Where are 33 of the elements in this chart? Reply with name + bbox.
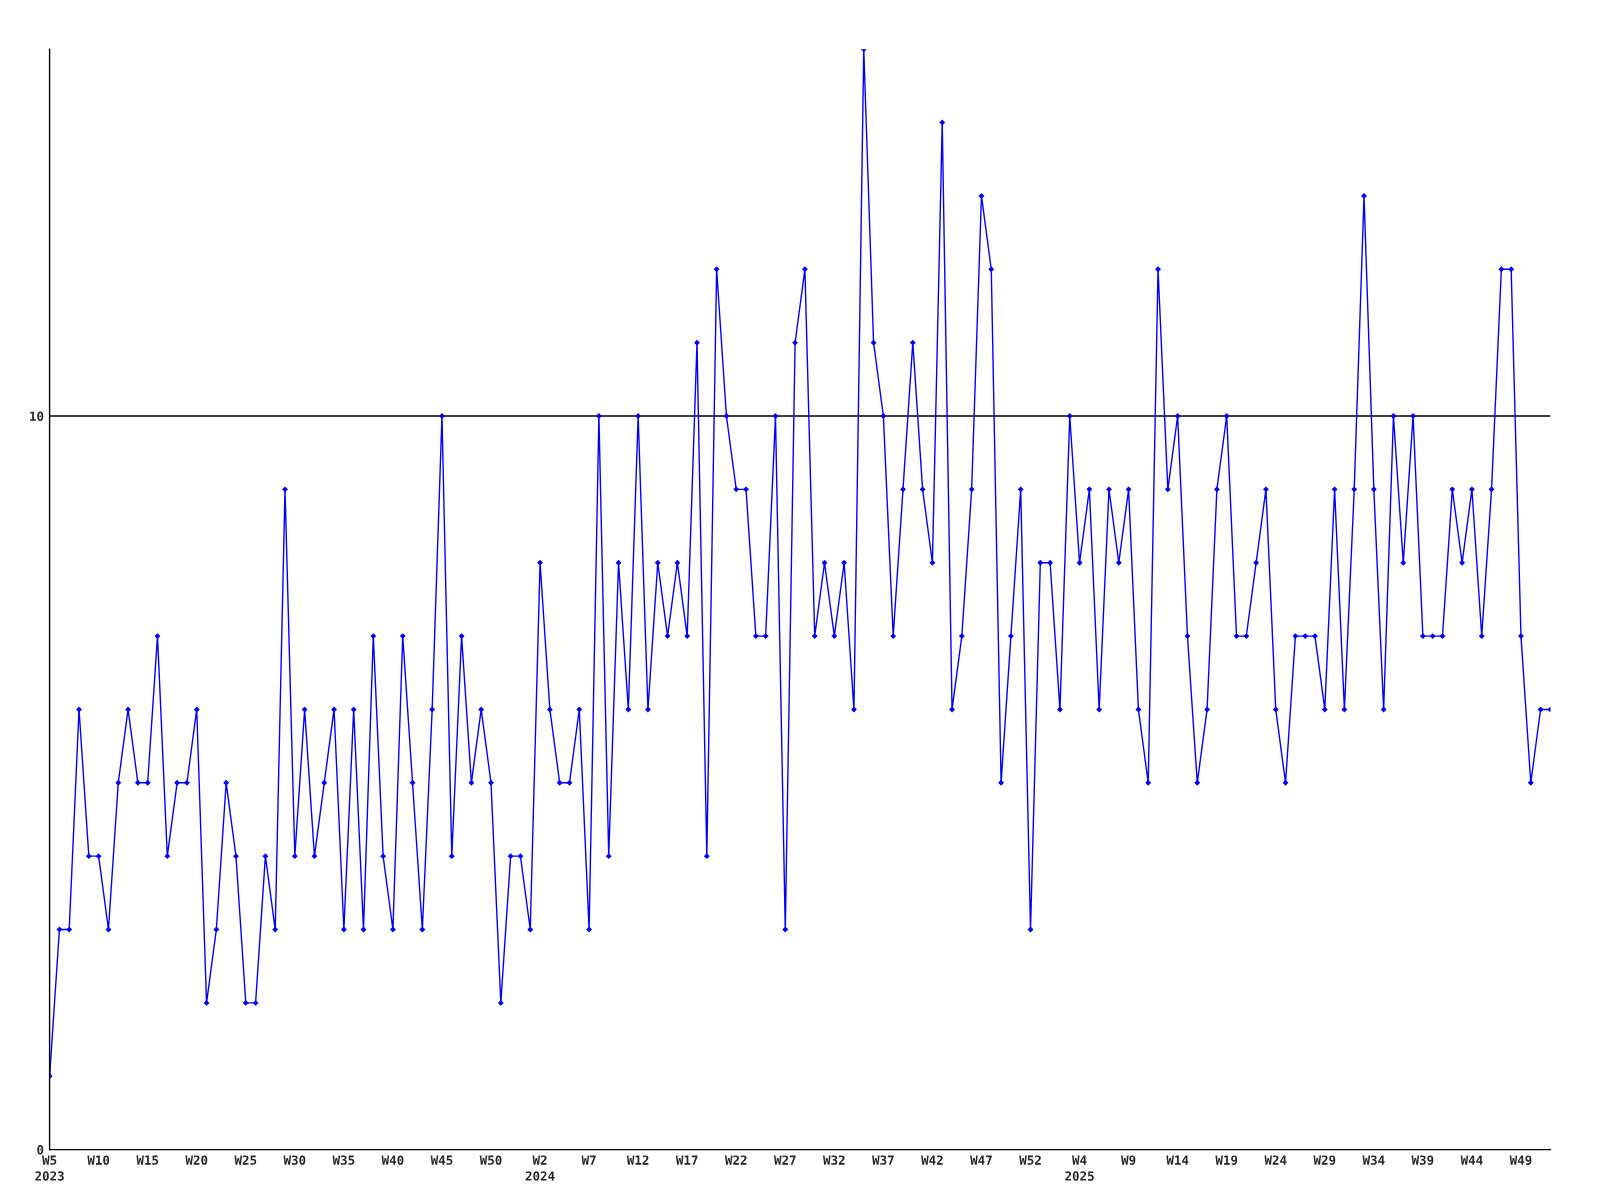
x-tick-label: W7: [581, 1155, 596, 1165]
x-tick-label: W17: [675, 1155, 698, 1165]
y-tick-label: 0: [37, 1145, 44, 1155]
x-tick-label: W49: [1509, 1155, 1532, 1165]
x-tick-label: W24: [1264, 1155, 1287, 1165]
x-tick-label: W4 2025: [1065, 1155, 1094, 1181]
x-tick-label: W22: [724, 1155, 747, 1165]
x-tick-label: W30: [283, 1155, 306, 1165]
x-tick-label: W37: [872, 1155, 894, 1165]
x-tick-label: W25: [234, 1155, 257, 1165]
x-tick-label: W50: [479, 1155, 502, 1165]
x-tick-label: W44: [1460, 1155, 1483, 1165]
x-tick-label: W39: [1411, 1155, 1434, 1165]
x-tick-label: W14: [1166, 1155, 1189, 1165]
x-tick-label: W5 2023: [35, 1155, 64, 1181]
y-tick-label: 10: [30, 411, 44, 421]
x-tick-label: W45: [430, 1155, 453, 1165]
x-tick-label: W27: [774, 1155, 796, 1165]
x-tick-label: W29: [1313, 1155, 1336, 1165]
x-tick-label: W52: [1019, 1155, 1041, 1165]
x-tick-label: W32: [823, 1155, 845, 1165]
x-tick-label: W47: [970, 1155, 992, 1165]
x-tick-label: W9: [1121, 1155, 1136, 1165]
x-tick-label: W42: [921, 1155, 943, 1165]
x-tick-label: W40: [381, 1155, 404, 1165]
x-tick-label: W35: [332, 1155, 355, 1165]
x-tick-label: W34: [1362, 1155, 1385, 1165]
x-tick-label: W10: [87, 1155, 110, 1165]
x-tick-label: W12: [626, 1155, 649, 1165]
x-tick-label: W20: [185, 1155, 208, 1165]
x-tick-label: W19: [1215, 1155, 1238, 1165]
x-tick-label: W2 2024: [525, 1155, 555, 1181]
x-tick-label: W15: [136, 1155, 159, 1165]
